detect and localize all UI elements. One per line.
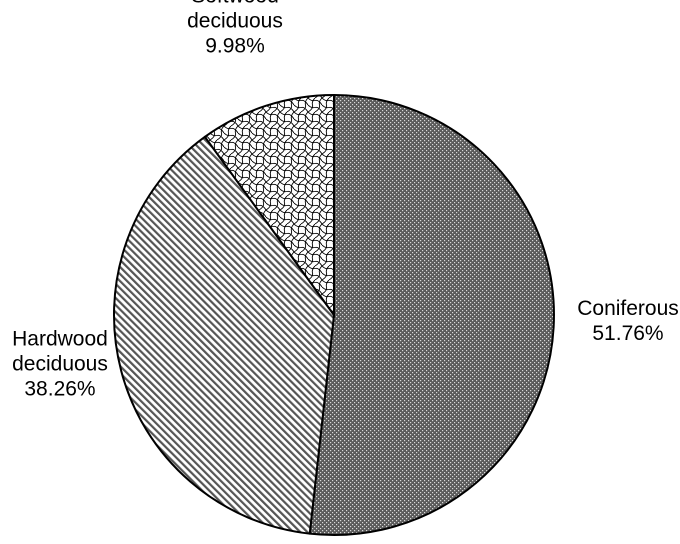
slice-value-label: 9.98% [205,35,265,58]
slice-name-label: Coniferous [577,297,679,320]
pie-slice-3 [203,94,335,316]
pie-slice-2 [112,135,335,535]
pie-labels: Coniferous51.76%Hardwooddeciduous38.26%S… [12,0,679,401]
pie-slices [112,94,555,536]
slice-name-label: deciduous [187,10,283,33]
slice-name-label: deciduous [12,353,108,376]
pie-slice-1 [308,94,555,536]
slice-label-2: Hardwood deciduous 38.26% [12,328,108,401]
slice-label-1: Coniferous 51.76% [577,297,679,345]
slice-name-label: Softwood [191,0,279,8]
slice-name-label: Hardwood [12,328,108,351]
slice-value-label: 38.26% [24,378,95,401]
slice-value-label: 51.76% [592,322,663,345]
